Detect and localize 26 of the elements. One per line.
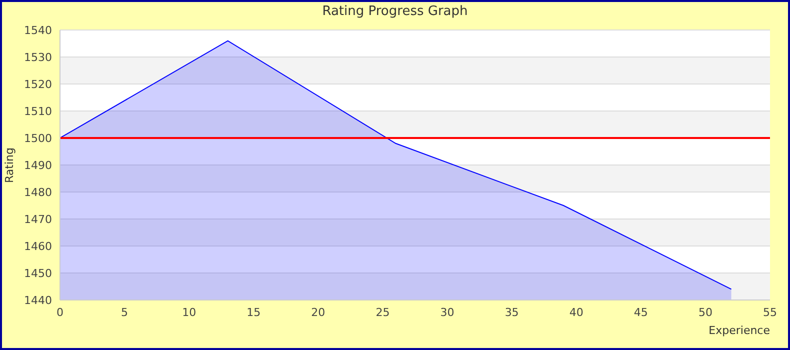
x-tick-label: 35 bbox=[504, 306, 519, 319]
y-tick-label: 1530 bbox=[24, 50, 52, 64]
x-tick-label: 45 bbox=[634, 306, 648, 319]
x-tick-label: 40 bbox=[569, 306, 584, 319]
x-tick-label: 0 bbox=[56, 306, 64, 319]
x-tick-label: 25 bbox=[376, 306, 390, 319]
y-tick-label: 1480 bbox=[24, 186, 52, 199]
x-tick-label: 30 bbox=[440, 306, 454, 319]
chart-title: Rating Progress Graph bbox=[321, 4, 469, 19]
y-axis-title: Rating bbox=[3, 148, 16, 183]
x-tick-label: 50 bbox=[698, 306, 712, 319]
x-tick-label: 55 bbox=[763, 306, 777, 319]
x-tick-label: 20 bbox=[311, 306, 326, 319]
y-tick-label: 1540 bbox=[24, 24, 52, 37]
y-tick-label: 1470 bbox=[24, 212, 52, 226]
y-tick-label: 1520 bbox=[24, 78, 52, 91]
x-tick-label: 10 bbox=[182, 306, 196, 319]
y-tick-label: 1440 bbox=[24, 294, 52, 307]
x-tick-label: 5 bbox=[121, 306, 128, 319]
y-tick-label: 1510 bbox=[24, 104, 52, 118]
y-tick-label: 1450 bbox=[24, 266, 52, 280]
x-axis-title: Experience bbox=[708, 324, 770, 337]
y-tick-label: 1460 bbox=[24, 240, 52, 253]
y-tick-label: 1500 bbox=[24, 132, 52, 145]
y-tick-label: 1490 bbox=[24, 158, 52, 172]
x-tick-label: 15 bbox=[246, 306, 261, 319]
